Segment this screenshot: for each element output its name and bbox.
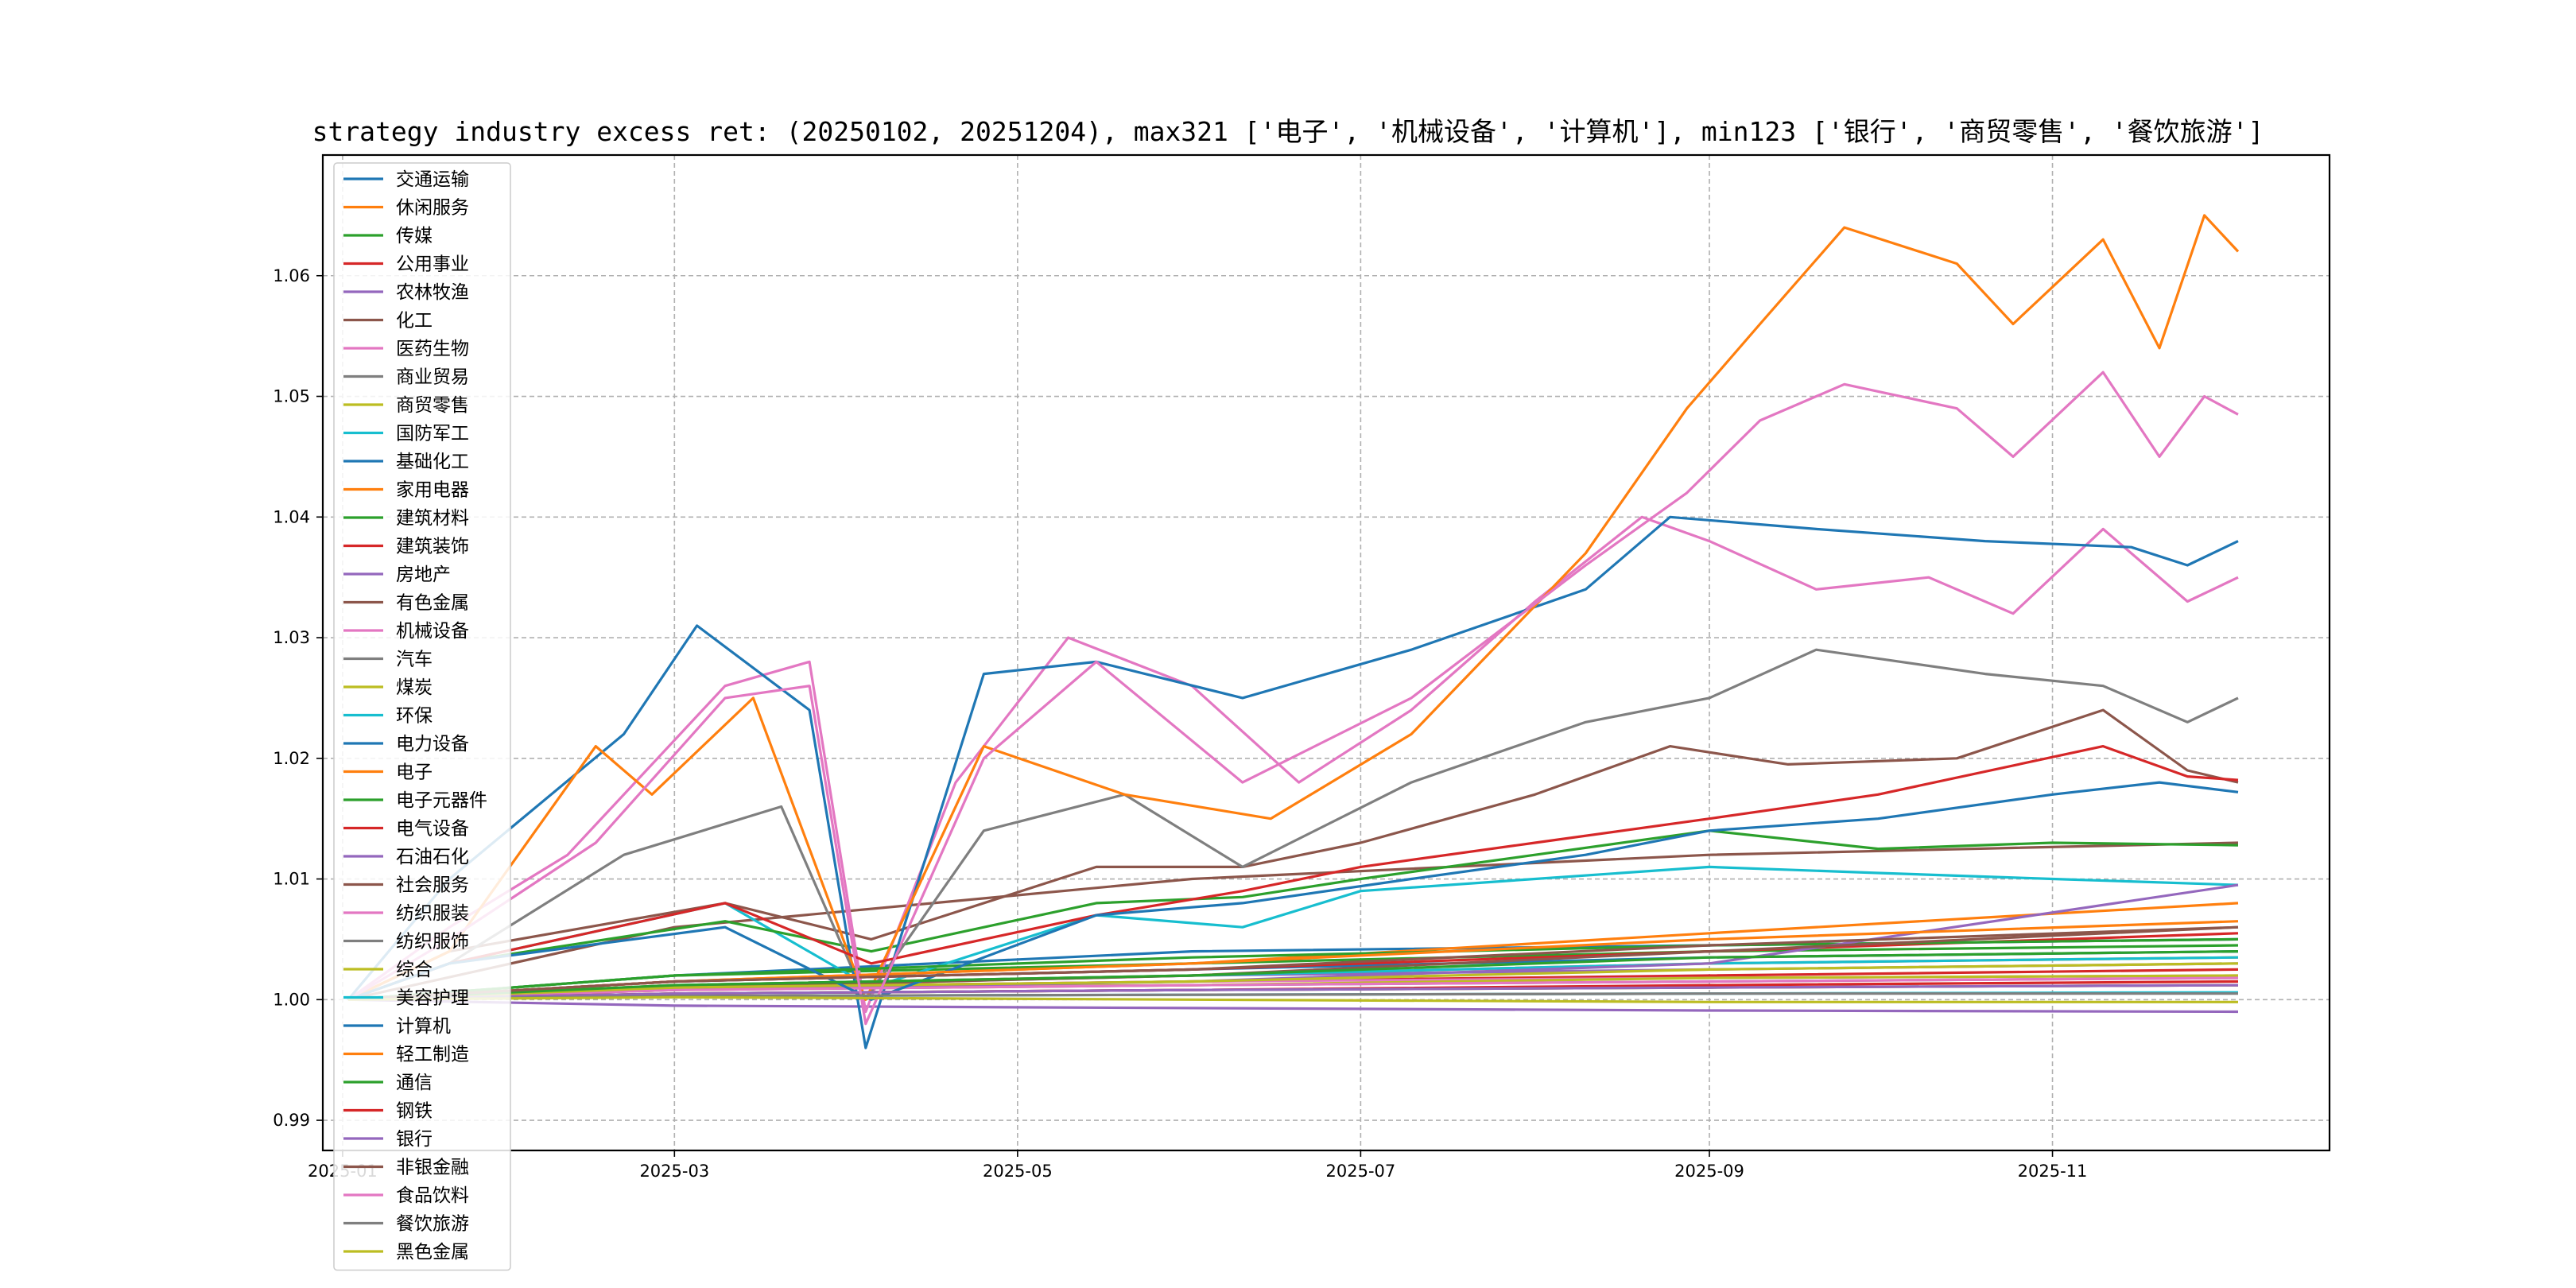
legend-label: 社会服务 [396,875,469,896]
series-line [347,983,2239,1001]
legend-label: 建筑材料 [396,508,469,529]
legend-label: 电子 [396,762,433,783]
legend-label: 电力设备 [396,734,469,755]
legend-label: 餐饮旅游 [396,1214,469,1235]
legend-label: 商贸零售 [396,395,469,416]
series-line [347,648,2239,1001]
series-line [347,781,2239,1001]
legend: 交通运输休闲服务传媒公用事业农林牧渔化工医药生物商业贸易商贸零售国防军工基础化工… [333,162,511,1271]
legend-label: 石油石化 [396,847,469,867]
plot-frame [321,153,2331,1152]
y-tick-label: 1.02 [273,749,310,768]
y-tick-label: 1.06 [273,266,310,285]
series-line [347,962,2239,1001]
legend-label: 汽车 [396,650,433,670]
chart-title: strategy industry excess ret: (20250102,… [312,116,2264,147]
legend-label: 电子元器件 [396,790,487,811]
legend-label: 综合 [396,960,433,980]
legend-label: 黑色金属 [396,1242,469,1263]
series-line [347,976,2239,1001]
x-tick-label: 2025-03 [639,1162,709,1181]
series-line [347,708,2239,1001]
legend-label: 机械设备 [396,621,469,642]
series-line [347,515,2239,1049]
x-tick-label: 2025-07 [1326,1162,1396,1181]
legend-label: 化工 [396,311,433,332]
legend-label: 美容护理 [396,988,469,1009]
legend-label: 农林牧渔 [396,282,469,303]
x-tick-label: 2025-09 [1674,1162,1744,1181]
legend-label: 电气设备 [396,819,469,840]
series-line [347,950,2239,1001]
y-tick-label: 1.05 [273,387,310,406]
legend-label: 煤炭 [396,677,433,698]
x-tick-label: 2025-11 [2018,1162,2088,1181]
legend-label: 基础化工 [396,452,469,472]
legend-box [333,162,511,1271]
y-tick-label: 1.01 [273,870,310,889]
legend-label: 钢铁 [396,1101,433,1122]
legend-label: 医药生物 [396,339,469,359]
series-lines [347,214,2240,1049]
legend-label: 计算机 [396,1016,451,1037]
legend-label: 交通运输 [396,169,469,190]
series-line [347,998,2239,1014]
y-tick-label: 1.03 [273,628,310,647]
series-line [347,995,2238,1003]
legend-label: 银行 [396,1129,433,1150]
legend-label: 非银金融 [396,1158,469,1178]
legend-label: 食品饮料 [396,1185,469,1206]
y-tick-label: 0.99 [273,1111,310,1130]
legend-label: 休闲服务 [396,198,469,219]
series-line [347,515,2239,1014]
legend-label: 通信 [396,1073,433,1093]
legend-label: 商业贸易 [396,367,469,388]
series-line [347,829,2239,1001]
legend-label: 环保 [396,706,433,727]
legend-label: 有色金属 [396,593,469,614]
series-line [347,841,2239,1001]
series-line [347,744,2239,1001]
series-line [347,925,2239,1001]
legend-label: 纺织服装 [396,903,469,924]
series-line [347,370,2239,1026]
legend-label: 纺织服饰 [396,932,469,952]
series-line [347,214,2240,1001]
legend-label: 建筑装饰 [396,537,469,557]
x-tick-label: 2025-05 [983,1162,1053,1181]
y-tick-label: 1.04 [273,507,310,526]
legend-label: 公用事业 [396,254,469,275]
legend-label: 房地产 [396,564,451,585]
legend-label: 轻工制造 [396,1045,469,1065]
axis-ticks: 0.991.001.011.021.031.041.051.062025-012… [273,266,2087,1181]
legend-label: 传媒 [396,226,433,246]
y-tick-label: 1.00 [273,990,310,1009]
legend-label: 家用电器 [396,480,469,501]
legend-label: 国防军工 [396,424,469,444]
